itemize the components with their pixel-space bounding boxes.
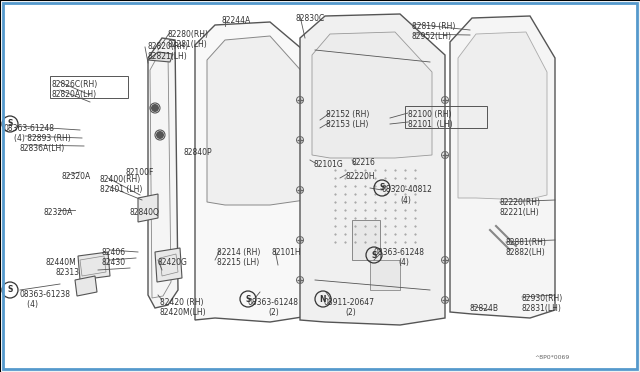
Text: 82153 (LH): 82153 (LH): [326, 120, 369, 129]
Text: S: S: [7, 285, 13, 295]
Polygon shape: [352, 220, 380, 260]
Text: 82100F: 82100F: [126, 168, 154, 177]
Text: 82840P: 82840P: [183, 148, 212, 157]
Polygon shape: [458, 32, 547, 200]
Bar: [50, 76, 128, 98]
Text: 82400(RH): 82400(RH): [100, 175, 141, 184]
Text: 82840Q: 82840Q: [130, 208, 160, 217]
Polygon shape: [195, 22, 315, 322]
Text: 82216: 82216: [352, 158, 376, 167]
Text: 82152 (RH): 82152 (RH): [326, 110, 369, 119]
Text: (2): (2): [268, 308, 279, 317]
Polygon shape: [75, 276, 97, 296]
Text: 82830C: 82830C: [295, 14, 324, 23]
Text: 08320-40812: 08320-40812: [382, 185, 433, 194]
Text: 82320A: 82320A: [62, 172, 92, 181]
Text: 82821(LH): 82821(LH): [147, 52, 187, 61]
Text: 82313: 82313: [55, 268, 79, 277]
Text: 08911-20647: 08911-20647: [323, 298, 374, 307]
Polygon shape: [370, 260, 400, 290]
Text: 82220(RH): 82220(RH): [500, 198, 541, 207]
Text: S: S: [371, 250, 377, 260]
Text: 82952(LH): 82952(LH): [412, 32, 452, 41]
Text: S: S: [7, 119, 13, 128]
Polygon shape: [138, 194, 158, 222]
Text: 82819 (RH): 82819 (RH): [412, 22, 456, 31]
Text: 82824B: 82824B: [470, 304, 499, 313]
Text: 82831(LH): 82831(LH): [522, 304, 562, 313]
Bar: [405, 106, 487, 128]
Text: 82101  (LH): 82101 (LH): [408, 120, 452, 129]
Text: (4): (4): [398, 258, 409, 267]
Text: 82820(RH): 82820(RH): [147, 42, 188, 51]
Polygon shape: [78, 252, 110, 280]
Text: 82420 (RH): 82420 (RH): [160, 298, 204, 307]
Text: 82836A(LH): 82836A(LH): [20, 144, 65, 153]
Text: 82244A: 82244A: [222, 16, 252, 25]
Text: ^8P0*0069: ^8P0*0069: [534, 355, 570, 360]
Text: 82406: 82406: [102, 248, 126, 257]
Text: 82820A(LH): 82820A(LH): [52, 90, 97, 99]
Text: S: S: [245, 295, 251, 304]
Text: 82420G: 82420G: [158, 258, 188, 267]
Circle shape: [156, 131, 164, 139]
Text: 82220H: 82220H: [345, 172, 374, 181]
Text: 82101H: 82101H: [271, 248, 301, 257]
Text: 82430: 82430: [102, 258, 126, 267]
Text: 82882(LH): 82882(LH): [506, 248, 546, 257]
Text: 82281(LH): 82281(LH): [168, 40, 208, 49]
Polygon shape: [450, 16, 555, 318]
Text: 82440M: 82440M: [46, 258, 77, 267]
Polygon shape: [148, 38, 178, 308]
Text: 08363-61248: 08363-61248: [248, 298, 299, 307]
Text: 82320A: 82320A: [44, 208, 73, 217]
Text: S: S: [380, 183, 385, 192]
Text: 82401 (LH): 82401 (LH): [100, 185, 142, 194]
Text: 08363-61248: 08363-61248: [3, 124, 54, 133]
Text: 82214 (RH): 82214 (RH): [217, 248, 260, 257]
Polygon shape: [300, 14, 445, 325]
Text: (2): (2): [345, 308, 356, 317]
Polygon shape: [155, 248, 182, 282]
Text: (4): (4): [20, 300, 38, 309]
Text: N: N: [320, 295, 326, 304]
Text: 82881(RH): 82881(RH): [506, 238, 547, 247]
Text: (4): (4): [400, 196, 411, 205]
Text: 82100 (RH): 82100 (RH): [408, 110, 451, 119]
Text: (4) 82893 (RH): (4) 82893 (RH): [14, 134, 71, 143]
Text: 82420M(LH): 82420M(LH): [160, 308, 207, 317]
Text: 82930(RH): 82930(RH): [522, 294, 563, 303]
Text: 82221(LH): 82221(LH): [500, 208, 540, 217]
Text: 82280(RH): 82280(RH): [168, 30, 209, 39]
Text: 08363-61238: 08363-61238: [20, 290, 71, 299]
Polygon shape: [207, 36, 305, 205]
Polygon shape: [148, 52, 173, 62]
Text: 82215 (LH): 82215 (LH): [217, 258, 259, 267]
Text: 08363-61248: 08363-61248: [374, 248, 425, 257]
Text: 82101G: 82101G: [313, 160, 343, 169]
Polygon shape: [312, 32, 432, 158]
Circle shape: [151, 104, 159, 112]
Text: 82826C(RH): 82826C(RH): [52, 80, 99, 89]
